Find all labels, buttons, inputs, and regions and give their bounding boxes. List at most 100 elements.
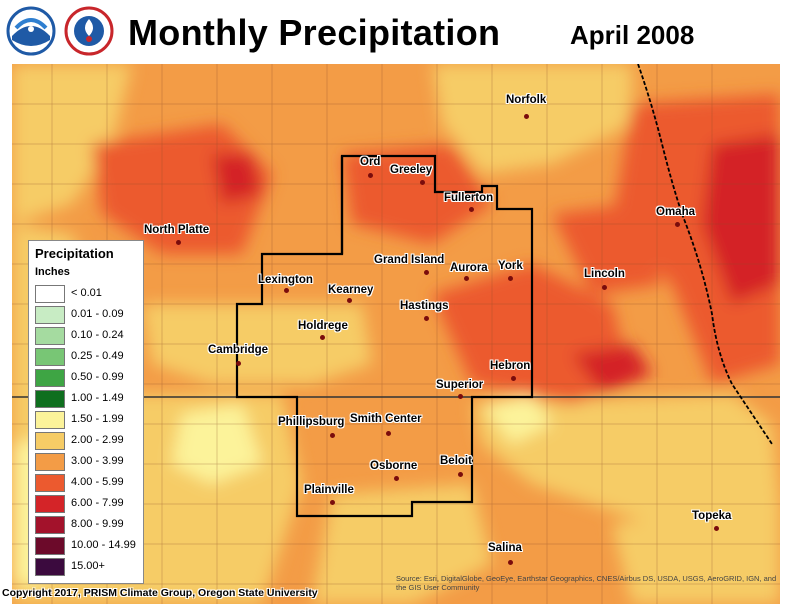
city-dot [458,472,463,477]
city-dot [320,335,325,340]
legend-swatch [35,348,65,366]
city-dot [424,316,429,321]
city-label-plainville: Plainville [304,484,354,496]
header: Monthly Precipitation April 2008 [0,0,792,64]
city-label-cambridge: Cambridge [208,344,269,356]
legend-item: 10.00 - 14.99 [35,537,139,555]
city-label-ord: Ord [360,156,381,168]
city-label-topeka: Topeka [692,510,732,522]
city-label-superior: Superior [436,379,484,391]
legend-label: 0.01 - 0.09 [71,308,124,320]
city-label-kearney: Kearney [328,284,374,296]
city-dot [524,114,529,119]
city-dot [458,394,463,399]
city-dot [330,500,335,505]
legend-item: 8.00 - 9.99 [35,516,139,534]
legend-item: 3.00 - 3.99 [35,453,139,471]
city-label-holdrege: Holdrege [298,320,348,332]
city-label-phillipsburg: Phillipsburg [278,416,345,428]
city-dot [602,285,607,290]
legend-swatch [35,432,65,450]
legend-item: 4.00 - 5.99 [35,474,139,492]
city-dot [420,180,425,185]
legend-swatch [35,474,65,492]
map-legend: Precipitation Inches < 0.01 0.01 - 0.09 … [28,240,144,584]
legend-swatch [35,411,65,429]
page-title: Monthly Precipitation [128,12,501,53]
legend-label: 0.25 - 0.49 [71,350,124,362]
map-sources-text: Source: Esri, DigitalGlobe, GeoEye, Eart… [396,574,777,592]
legend-label: 0.10 - 0.24 [71,329,124,341]
legend-label: 8.00 - 9.99 [71,518,124,530]
noaa-logo-icon [6,6,56,56]
legend-swatch [35,516,65,534]
legend-label: 3.00 - 3.99 [71,455,124,467]
legend-swatch [35,453,65,471]
legend-label: 6.00 - 7.99 [71,497,124,509]
city-dot [330,433,335,438]
city-dot [236,361,241,366]
legend-label: 4.00 - 5.99 [71,476,124,488]
legend-swatch [35,558,65,576]
legend-item: 1.00 - 1.49 [35,390,139,408]
legend-units: Inches [35,266,70,278]
city-label-omaha: Omaha [656,206,695,218]
city-label-beloit: Beloit [440,455,472,467]
city-dot [284,288,289,293]
city-label-osborne: Osborne [370,460,418,472]
city-dot [368,173,373,178]
legend-label: 1.00 - 1.49 [71,392,124,404]
city-dot [386,431,391,436]
city-label-hebron: Hebron [490,360,531,372]
city-label-salina: Salina [488,542,522,554]
city-dot [394,476,399,481]
legend-label: 15.00+ [71,560,105,572]
legend-item: < 0.01 [35,285,139,303]
copyright-text: Copyright 2017, PRISM Climate Group, Ore… [2,587,318,599]
legend-item: 0.50 - 0.99 [35,369,139,387]
legend-title: Precipitation [35,246,114,261]
city-dot [469,207,474,212]
nws-logo-icon [64,6,114,56]
city-dot [464,276,469,281]
city-label-aurora: Aurora [450,262,488,274]
city-dot [347,298,352,303]
city-dot [424,270,429,275]
legend-item: 6.00 - 7.99 [35,495,139,513]
legend-item: 15.00+ [35,558,139,576]
city-dot [511,376,516,381]
city-label-hastings: Hastings [400,300,449,312]
city-dot [176,240,181,245]
city-dot [714,526,719,531]
city-label-lexington: Lexington [258,274,313,286]
legend-label: 10.00 - 14.99 [71,539,136,551]
legend-item: 2.00 - 2.99 [35,432,139,450]
legend-label: < 0.01 [71,287,102,299]
city-dot [508,560,513,565]
legend-item: 0.25 - 0.49 [35,348,139,366]
legend-swatch [35,537,65,555]
city-dot [675,222,680,227]
legend-swatch [35,327,65,345]
city-label-norfolk: Norfolk [506,94,547,106]
legend-swatch [35,306,65,324]
city-label-york: York [498,260,523,272]
city-label-lincoln: Lincoln [584,268,625,280]
legend-item: 0.10 - 0.24 [35,327,139,345]
city-label-north-platte: North Platte [144,224,210,236]
legend-label: 0.50 - 0.99 [71,371,124,383]
legend-swatch [35,285,65,303]
city-label-fullerton: Fullerton [444,192,494,204]
legend-label: 2.00 - 2.99 [71,434,124,446]
date-label: April 2008 [570,20,695,50]
legend-swatch [35,495,65,513]
city-label-grand-island: Grand Island [374,254,445,266]
city-label-greeley: Greeley [390,164,433,176]
legend-swatch [35,369,65,387]
city-dot [508,276,513,281]
legend-item: 1.50 - 1.99 [35,411,139,429]
legend-label: 1.50 - 1.99 [71,413,124,425]
city-label-smith-center: Smith Center [350,413,422,425]
legend-item: 0.01 - 0.09 [35,306,139,324]
legend-swatch [35,390,65,408]
